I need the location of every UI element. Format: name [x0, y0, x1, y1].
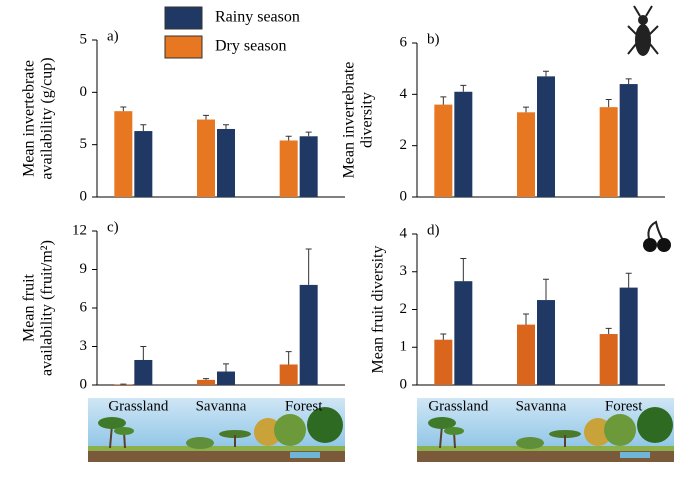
error-bar	[605, 98, 612, 108]
y-axis-title: Mean invertebrate	[341, 62, 358, 179]
bar	[299, 284, 318, 385]
error-bar	[305, 131, 312, 137]
category-label: Grassland	[108, 398, 168, 414]
error-bar	[440, 333, 447, 340]
bar	[454, 281, 473, 385]
bar	[114, 384, 133, 385]
panel-label: a)	[107, 28, 119, 44]
bar	[197, 119, 215, 197]
bar	[599, 334, 618, 385]
bar	[279, 140, 298, 197]
y-tick-label: 12	[72, 222, 87, 238]
y-tick-label: 0	[400, 188, 408, 204]
y-tick-label: 3	[400, 263, 408, 279]
y-axis-title: Mean fruit diversity	[370, 246, 387, 374]
panel-label: d)	[427, 222, 440, 238]
y-tick-label: 9	[80, 261, 88, 277]
y-tick-label: 5	[80, 136, 88, 152]
y-tick-label: 3	[80, 338, 88, 354]
error-bar	[543, 278, 549, 301]
bar	[217, 128, 235, 197]
error-bar	[285, 135, 292, 141]
bar	[114, 111, 133, 197]
bar	[197, 379, 215, 385]
landscape-right	[417, 398, 674, 462]
bar	[517, 324, 535, 385]
error-bar	[625, 78, 632, 85]
bar	[537, 300, 555, 385]
error-bar	[203, 378, 209, 380]
category-label: Savanna	[196, 398, 247, 414]
y-tick-label: 5	[80, 31, 88, 47]
error-bar	[460, 84, 467, 92]
category-label: Forest	[605, 398, 643, 414]
bar	[619, 84, 638, 197]
bar	[599, 107, 618, 197]
bar	[279, 364, 298, 385]
legend-label: Dry season	[215, 38, 287, 55]
bar	[454, 91, 473, 197]
y-tick-label: 0	[80, 188, 88, 204]
panel-label: b)	[427, 31, 440, 47]
error-bar	[223, 124, 229, 129]
bar	[517, 112, 535, 197]
cherry-icon	[643, 220, 671, 252]
error-bar	[543, 70, 549, 77]
category-label: Savanna	[516, 398, 567, 414]
y-tick-label: 1	[400, 339, 408, 355]
y-axis-title: availability (fruit/m²)	[39, 240, 56, 376]
y-axis-title: Mean fruit	[21, 273, 38, 342]
y-tick-label: 0	[400, 376, 408, 392]
y-tick-label: 6	[400, 34, 408, 50]
y-tick-label: 2	[400, 301, 408, 317]
y-axis-title: diversity	[359, 92, 376, 148]
error-bar	[305, 248, 312, 285]
y-tick-label: 4	[400, 225, 408, 241]
panel-label: c)	[107, 219, 119, 235]
error-bar	[223, 363, 229, 372]
bar	[537, 76, 555, 197]
error-bar	[460, 258, 467, 282]
landscape-left	[88, 398, 345, 462]
error-bar	[605, 327, 612, 335]
error-bar	[203, 114, 209, 120]
bar	[619, 287, 638, 385]
error-bar	[625, 272, 632, 288]
y-tick-label: 0	[80, 84, 88, 100]
y-tick-label: 2	[400, 137, 408, 153]
bar	[134, 359, 153, 385]
error-bar	[440, 96, 447, 105]
error-bar	[140, 124, 147, 132]
y-tick-label: 0	[80, 376, 88, 392]
bar	[434, 104, 453, 197]
bar	[217, 371, 235, 385]
legend-swatch	[164, 35, 203, 59]
category-label: Forest	[285, 398, 323, 414]
error-bar	[140, 346, 147, 360]
y-axis-title: Mean invertebrate	[21, 60, 38, 177]
legend-swatch	[164, 6, 203, 30]
beetle-icon	[627, 5, 659, 56]
error-bar	[120, 106, 127, 112]
bar	[134, 131, 153, 197]
y-tick-label: 4	[400, 86, 408, 102]
legend-label: Rainy season	[215, 9, 300, 26]
y-axis-title: availability (g/cup)	[39, 57, 56, 179]
y-tick-label: 6	[80, 299, 88, 315]
bar	[434, 339, 453, 385]
error-bar	[285, 351, 292, 365]
category-label: Grassland	[428, 398, 488, 414]
error-bar	[523, 106, 529, 113]
bar	[299, 136, 318, 197]
error-bar	[523, 313, 529, 325]
